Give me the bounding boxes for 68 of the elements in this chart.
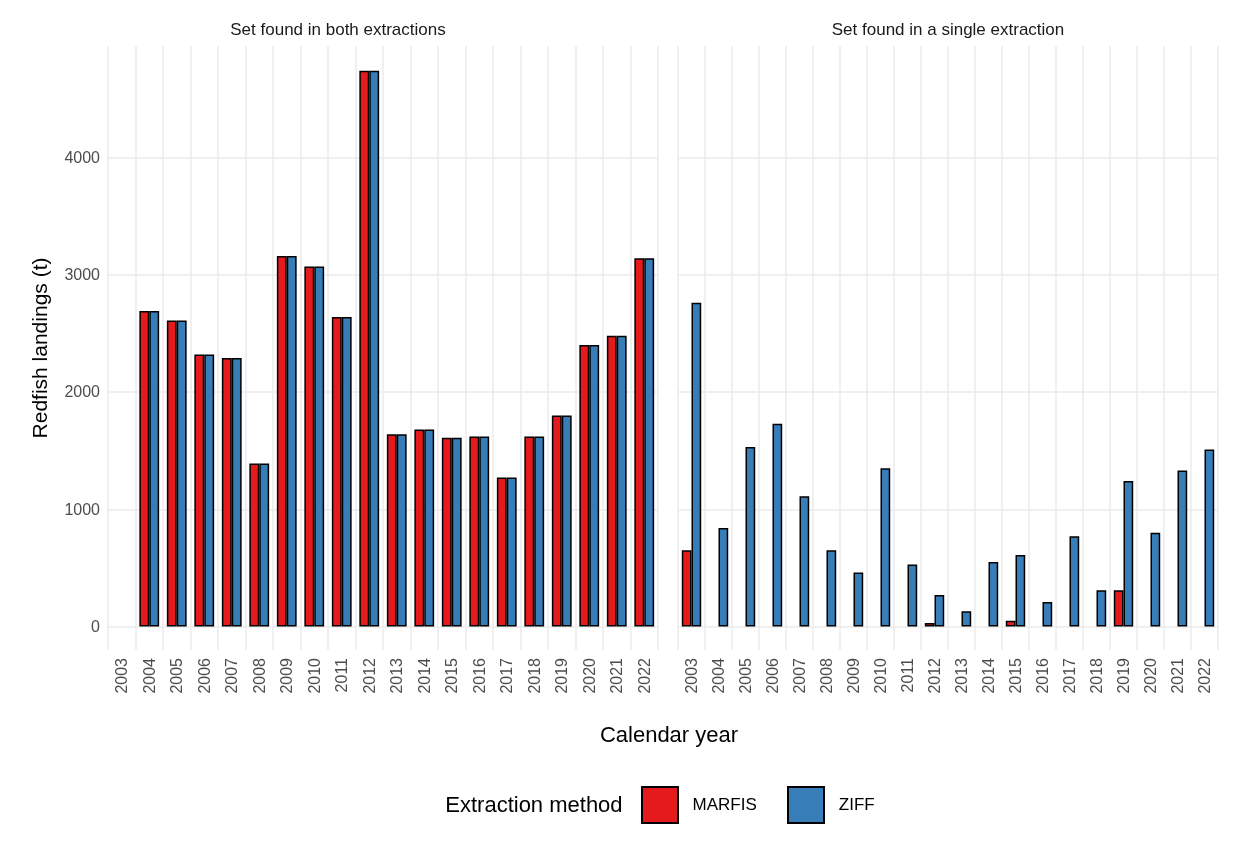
x-tick-label: 2009 (278, 657, 296, 694)
legend-label: MARFIS (692, 795, 757, 815)
bar (1177, 470, 1188, 627)
x-tick-label: 2015 (443, 657, 461, 694)
bar (880, 468, 891, 627)
bar (1042, 601, 1053, 627)
chart-title: Set found in both extractions (230, 20, 446, 39)
bar (772, 423, 783, 627)
x-tick-label: 2018 (525, 657, 543, 694)
x-tick-label: 2013 (388, 657, 406, 694)
x-tick-label: 2012 (926, 657, 943, 694)
y-axis-title: Redfish landings (t) (28, 257, 51, 439)
x-tick-label: 2003 (113, 657, 131, 694)
x-tick-label: 2006 (195, 657, 213, 694)
x-tick-label: 2007 (223, 657, 241, 694)
bar (718, 528, 729, 627)
bar (1069, 536, 1080, 627)
x-axis-title: Calendar year (598, 722, 740, 748)
bar (907, 564, 918, 627)
x-tick-label: 2004 (140, 657, 158, 694)
x-tick-label: 2017 (1061, 657, 1078, 694)
x-tick-label: 2021 (1169, 657, 1186, 694)
bar (1096, 590, 1107, 627)
x-tick-label: 2010 (305, 657, 323, 694)
x-tick-label: 2014 (980, 657, 997, 694)
x-tick-label: 2012 (360, 657, 378, 694)
bar (745, 447, 756, 627)
y-tick-label: 1000 (64, 500, 101, 518)
x-tick-label: 2020 (580, 657, 598, 694)
x-tick-label: 2016 (1034, 657, 1051, 694)
bar (961, 611, 972, 627)
bar (988, 562, 999, 627)
x-tick-label: 2015 (1007, 657, 1024, 694)
x-tick-label: 2009 (845, 657, 862, 694)
y-tick-label: 3000 (64, 266, 101, 284)
x-tick-label: 2021 (608, 657, 626, 694)
y-tick-label: 4000 (64, 148, 101, 166)
bar (1150, 532, 1161, 627)
x-tick-label: 2011 (899, 657, 916, 693)
x-tick-label: 2020 (1142, 657, 1159, 694)
x-tick-label: 2017 (498, 657, 516, 694)
x-tick-label: 2003 (683, 657, 700, 694)
x-tick-label: 2013 (953, 657, 970, 694)
y-tick-label: 0 (91, 618, 101, 636)
bar (853, 572, 864, 627)
y-tick-label: 2000 (64, 383, 101, 401)
x-tick-label: 2016 (470, 657, 488, 694)
x-tick-label: 2011 (333, 657, 351, 693)
x-tick-label: 2018 (1088, 657, 1105, 694)
x-tick-label: 2008 (818, 657, 835, 694)
x-tick-label: 2014 (415, 657, 433, 694)
x-tick-label: 2007 (791, 657, 808, 694)
x-tick-label: 2004 (710, 657, 727, 694)
bar (1204, 449, 1215, 627)
x-tick-label: 2008 (250, 657, 268, 694)
bar (799, 496, 810, 627)
bar (826, 550, 837, 627)
x-tick-label: 2005 (737, 657, 754, 694)
x-tick-label: 2022 (1196, 657, 1213, 694)
legend-label: ZIFF (838, 795, 875, 815)
legend-title: Extraction method (445, 792, 623, 818)
x-tick-label: 2022 (635, 657, 653, 694)
chart-title: Set found in a single extraction (831, 20, 1065, 39)
x-tick-label: 2006 (764, 657, 781, 694)
x-tick-label: 2005 (168, 657, 186, 694)
x-tick-label: 2019 (1115, 657, 1132, 694)
x-tick-label: 2010 (872, 657, 889, 694)
x-tick-label: 2019 (553, 657, 571, 694)
